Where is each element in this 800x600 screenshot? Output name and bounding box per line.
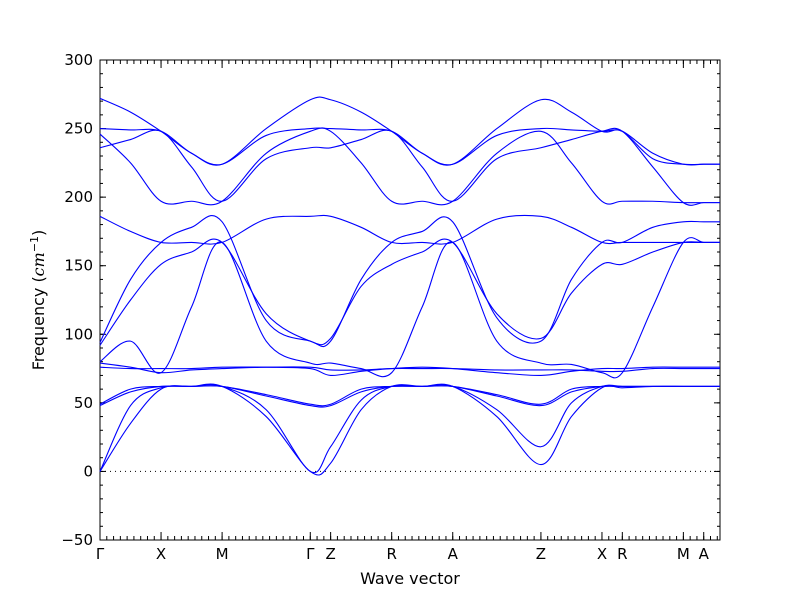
band-line xyxy=(99,215,720,348)
y-axis-label-unit: cm xyxy=(29,252,48,276)
y-axis-label-close: ) xyxy=(29,230,48,236)
y-tick-label: 150 xyxy=(64,257,93,275)
x-tick-label: Γ xyxy=(96,545,105,563)
x-tick-label: R xyxy=(617,545,627,563)
plot-frame xyxy=(99,59,721,541)
y-tick-label: 50 xyxy=(74,394,93,412)
band-line xyxy=(99,237,720,379)
y-tick-label: 300 xyxy=(64,51,93,69)
y-tick-label: −50 xyxy=(61,531,93,549)
band-line xyxy=(99,127,720,206)
y-tick-label: 250 xyxy=(64,120,93,138)
x-tick-label: Z xyxy=(325,545,335,563)
x-tick-label: Z xyxy=(536,545,546,563)
band-line xyxy=(99,383,720,476)
band-line xyxy=(99,214,720,245)
band-line xyxy=(99,96,720,166)
x-tick-label: R xyxy=(386,545,396,563)
x-tick-label: X xyxy=(597,545,607,563)
x-tick-label: A xyxy=(448,545,459,563)
band-line xyxy=(99,384,720,474)
y-axis-label-text: Frequency ( xyxy=(29,276,48,370)
y-tick-labels: −50 0 50 100 150 200 250 300 xyxy=(61,51,93,549)
x-axis-label: Wave vector xyxy=(360,569,460,588)
band-line xyxy=(99,127,720,166)
x-tick-label: M xyxy=(677,545,690,563)
band-line xyxy=(99,366,720,376)
band-line xyxy=(99,385,720,407)
x-tick-label: A xyxy=(699,545,710,563)
x-tick-label: X xyxy=(156,545,166,563)
x-tick-label: M xyxy=(216,545,229,563)
y-tick-label: 0 xyxy=(83,462,93,480)
tick-marks xyxy=(99,59,720,541)
y-tick-label: 200 xyxy=(64,188,93,206)
x-tick-label: Γ xyxy=(306,545,315,563)
series-group xyxy=(99,96,720,476)
band-line xyxy=(99,385,720,408)
y-axis-label-exponent: −1 xyxy=(28,236,41,252)
y-tick-label: 100 xyxy=(64,325,93,343)
y-axis-label: Frequency (cm−1) xyxy=(28,230,48,371)
band-line xyxy=(99,127,720,206)
band-line xyxy=(99,238,720,346)
band-line xyxy=(99,362,720,374)
